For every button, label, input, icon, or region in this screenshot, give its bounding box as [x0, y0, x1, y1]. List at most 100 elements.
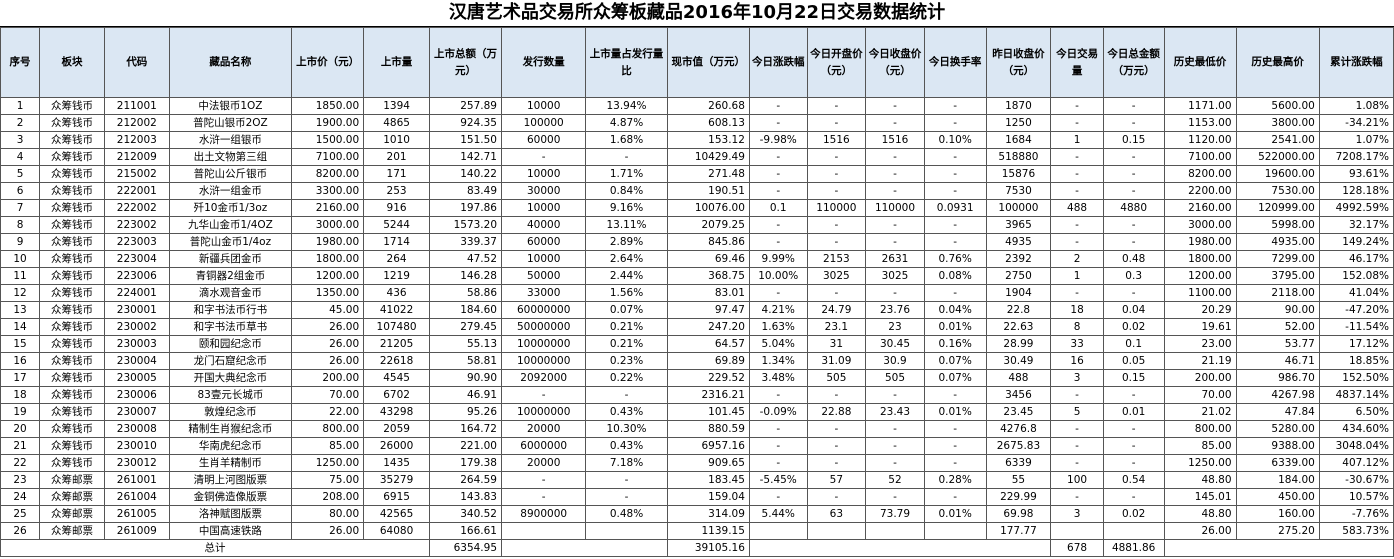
table-cell[interactable]: 6957.16 [666, 437, 750, 455]
table-cell[interactable]: -7.76% [1318, 505, 1394, 523]
table-cell[interactable]: 3025 [806, 267, 867, 285]
table-cell[interactable]: 3 [1050, 505, 1104, 523]
table-cell[interactable]: 230001 [103, 301, 170, 319]
table-cell[interactable]: 1684 [985, 131, 1052, 149]
table-cell[interactable] [748, 522, 808, 540]
table-cell[interactable]: 4881.86 [1102, 539, 1165, 557]
table-cell[interactable]: - [806, 488, 867, 506]
table-cell[interactable]: 678 [1050, 539, 1104, 557]
table-cell[interactable]: - [806, 454, 867, 472]
table-cell[interactable]: 8 [0, 216, 41, 234]
table-cell[interactable]: 众筹钱币 [39, 454, 105, 472]
table-cell[interactable]: - [748, 420, 808, 438]
table-cell[interactable]: 83壹元长城币 [168, 386, 293, 404]
table-cell[interactable]: 2.64% [585, 250, 668, 268]
table-cell[interactable]: 0.08% [923, 267, 987, 285]
table-cell[interactable]: 6915 [363, 488, 430, 506]
table-cell[interactable]: 13 [0, 301, 41, 319]
table-cell[interactable]: 22618 [363, 352, 430, 370]
table-cell[interactable]: 0.16% [923, 335, 987, 353]
table-cell[interactable]: 83.01 [666, 284, 750, 302]
table-cell[interactable]: 5 [0, 165, 41, 183]
table-cell[interactable]: 3800.00 [1235, 114, 1320, 132]
table-cell[interactable]: 41022 [363, 301, 430, 319]
table-cell[interactable]: 6.50% [1318, 403, 1394, 421]
table-cell[interactable]: 华南虎纪念币 [168, 437, 293, 455]
table-cell[interactable]: - [865, 420, 925, 438]
table-cell[interactable]: 20000 [500, 454, 587, 472]
table-cell[interactable]: 生肖羊精制币 [168, 454, 293, 472]
table-cell[interactable]: 1171.00 [1163, 97, 1237, 115]
table-cell[interactable]: - [923, 182, 987, 200]
table-cell[interactable]: 145.01 [1163, 488, 1237, 506]
table-cell[interactable]: - [923, 454, 987, 472]
table-cell[interactable]: - [865, 97, 925, 115]
table-cell[interactable]: 0.43% [585, 437, 668, 455]
table-cell[interactable]: 7.18% [585, 454, 668, 472]
table-cell[interactable]: 众筹邮票 [39, 522, 105, 540]
table-cell[interactable]: 4935 [985, 233, 1052, 251]
table-cell[interactable]: 28.99 [985, 335, 1052, 353]
table-cell[interactable]: - [1102, 284, 1165, 302]
table-cell[interactable]: 85.00 [1163, 437, 1237, 455]
table-cell[interactable]: - [748, 488, 808, 506]
table-cell[interactable]: 179.38 [428, 454, 503, 472]
table-cell[interactable]: 1516 [806, 131, 867, 149]
table-cell[interactable]: 2.89% [585, 233, 668, 251]
table-cell[interactable]: - [585, 148, 668, 166]
table-cell[interactable] [500, 522, 587, 540]
table-cell[interactable]: 0.1 [1102, 335, 1165, 353]
table-cell[interactable]: 211001 [103, 97, 170, 115]
table-cell[interactable]: 8 [1050, 318, 1104, 336]
table-cell[interactable]: 龙门石窟纪念币 [168, 352, 293, 370]
table-cell[interactable]: 4.21% [748, 301, 808, 319]
table-cell[interactable]: 1.08% [1318, 97, 1394, 115]
table-cell[interactable]: 21205 [363, 335, 430, 353]
table-cell[interactable]: 212003 [103, 131, 170, 149]
table-cell[interactable]: 25 [0, 505, 41, 523]
table-cell[interactable]: 0.22% [585, 369, 668, 387]
table-cell[interactable]: 1500.00 [291, 131, 365, 149]
table-cell[interactable]: 152.50% [1318, 369, 1394, 387]
table-cell[interactable]: - [806, 386, 867, 404]
table-cell[interactable]: -11.54% [1318, 318, 1394, 336]
table-cell[interactable]: - [806, 420, 867, 438]
column-header[interactable]: 藏品名称 [168, 27, 293, 98]
table-cell[interactable]: 7299.00 [1235, 250, 1320, 268]
table-cell[interactable]: 488 [985, 369, 1052, 387]
table-cell[interactable]: - [923, 233, 987, 251]
table-cell[interactable]: 110000 [865, 199, 925, 217]
table-cell[interactable]: - [748, 284, 808, 302]
table-cell[interactable]: 1010 [363, 131, 430, 149]
table-cell[interactable]: 0.05 [1102, 352, 1165, 370]
table-cell[interactable]: 986.70 [1235, 369, 1320, 387]
table-cell[interactable]: 264.59 [428, 471, 503, 489]
table-cell[interactable]: 60000 [500, 233, 587, 251]
table-cell[interactable]: 212009 [103, 148, 170, 166]
table-cell[interactable]: 众筹邮票 [39, 471, 105, 489]
table-cell[interactable]: 19.61 [1163, 318, 1237, 336]
table-cell[interactable] [923, 522, 987, 540]
table-cell[interactable] [806, 522, 867, 540]
table-cell[interactable]: 20.29 [1163, 301, 1237, 319]
table-cell[interactable]: 10 [0, 250, 41, 268]
table-cell[interactable]: 1.71% [585, 165, 668, 183]
table-cell[interactable]: 众筹钱币 [39, 369, 105, 387]
table-cell[interactable]: - [1050, 386, 1104, 404]
table-cell[interactable]: 精制生肖猴纪念币 [168, 420, 293, 438]
table-cell[interactable]: 众筹钱币 [39, 114, 105, 132]
table-cell[interactable]: 1100.00 [1163, 284, 1237, 302]
table-cell[interactable]: - [1102, 454, 1165, 472]
table-cell[interactable]: 0.01% [923, 403, 987, 421]
table-cell[interactable]: 13.11% [585, 216, 668, 234]
table-cell[interactable]: 30.49 [985, 352, 1052, 370]
table-cell[interactable]: 3300.00 [291, 182, 365, 200]
table-cell[interactable]: 10000 [500, 199, 587, 217]
table-cell[interactable]: 0.01% [923, 505, 987, 523]
table-cell[interactable]: 1139.15 [666, 522, 750, 540]
table-cell[interactable]: 33 [1050, 335, 1104, 353]
table-cell[interactable]: 2200.00 [1163, 182, 1237, 200]
table-cell[interactable]: 70.00 [1163, 386, 1237, 404]
table-cell[interactable]: 10000000 [500, 335, 587, 353]
table-cell[interactable]: 5 [1050, 403, 1104, 421]
